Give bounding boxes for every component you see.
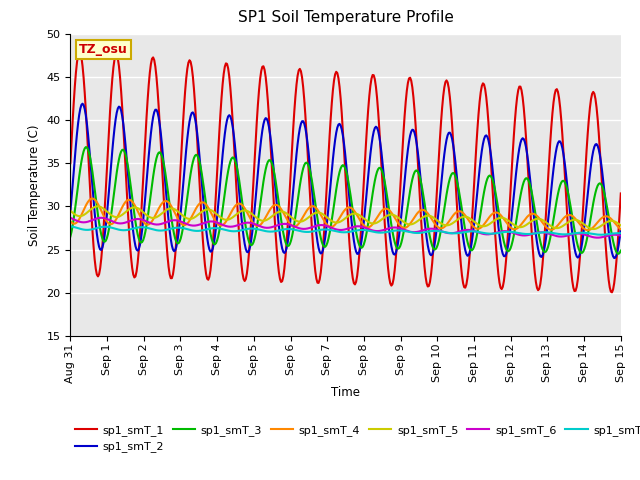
sp1_smT_3 — [396, 245, 403, 251]
sp1_smT_2 — [365, 161, 373, 167]
sp1_smT_7 — [617, 230, 625, 236]
Line: sp1_smT_2: sp1_smT_2 — [70, 104, 621, 258]
sp1_smT_7 — [328, 228, 335, 233]
sp1_smT_2 — [67, 209, 74, 215]
sp1_smT_7 — [364, 228, 372, 233]
Line: sp1_smT_5: sp1_smT_5 — [70, 206, 621, 229]
sp1_smT_5 — [589, 226, 597, 232]
sp1_smT_2 — [79, 101, 86, 107]
sp1_smT_2 — [519, 135, 527, 141]
sp1_smT_7 — [597, 232, 605, 238]
sp1_smT_4 — [329, 224, 337, 229]
sp1_smT_7 — [605, 231, 612, 237]
sp1_smT_6 — [606, 232, 614, 238]
sp1_smT_3 — [365, 213, 373, 219]
sp1_smT_7 — [394, 228, 402, 233]
sp1_smT_7 — [67, 224, 74, 229]
sp1_smT_1 — [519, 95, 527, 100]
sp1_smT_5 — [94, 204, 102, 209]
sp1_smT_3 — [605, 214, 612, 219]
sp1_smT_6 — [329, 226, 337, 231]
sp1_smT_6 — [332, 227, 340, 232]
Line: sp1_smT_1: sp1_smT_1 — [70, 52, 621, 292]
sp1_smT_4 — [332, 220, 340, 226]
sp1_smT_4 — [365, 224, 373, 230]
sp1_smT_2 — [611, 255, 618, 261]
sp1_smT_3 — [332, 187, 340, 192]
sp1_smT_6 — [594, 235, 602, 240]
sp1_smT_5 — [332, 220, 340, 226]
sp1_smT_4 — [606, 215, 614, 221]
sp1_smT_3 — [67, 234, 74, 240]
sp1_smT_1 — [396, 206, 403, 212]
sp1_smT_6 — [519, 232, 527, 238]
Title: SP1 Soil Temperature Profile: SP1 Soil Temperature Profile — [237, 11, 454, 25]
sp1_smT_7 — [332, 228, 339, 234]
sp1_smT_3 — [615, 251, 623, 257]
sp1_smT_4 — [584, 228, 591, 233]
sp1_smT_1 — [329, 87, 337, 93]
sp1_smT_6 — [67, 215, 74, 221]
sp1_smT_1 — [67, 160, 74, 166]
sp1_smT_3 — [329, 210, 337, 216]
sp1_smT_1 — [608, 289, 616, 295]
sp1_smT_3 — [519, 183, 527, 189]
Line: sp1_smT_3: sp1_smT_3 — [70, 147, 621, 254]
sp1_smT_2 — [396, 233, 403, 239]
sp1_smT_5 — [365, 219, 373, 225]
sp1_smT_5 — [617, 223, 625, 228]
sp1_smT_2 — [605, 229, 612, 235]
sp1_smT_1 — [365, 93, 373, 99]
sp1_smT_2 — [329, 156, 337, 162]
sp1_smT_4 — [519, 220, 527, 226]
sp1_smT_2 — [332, 130, 340, 136]
sp1_smT_4 — [67, 218, 74, 224]
Line: sp1_smT_7: sp1_smT_7 — [70, 227, 621, 235]
sp1_smT_1 — [617, 191, 625, 196]
sp1_smT_3 — [617, 248, 625, 253]
X-axis label: Time: Time — [331, 386, 360, 399]
sp1_smT_6 — [617, 233, 625, 239]
sp1_smT_5 — [519, 224, 527, 229]
sp1_smT_2 — [617, 226, 625, 232]
sp1_smT_5 — [396, 216, 403, 221]
sp1_smT_5 — [67, 208, 74, 214]
sp1_smT_4 — [617, 227, 625, 232]
Legend: sp1_smT_1, sp1_smT_2, sp1_smT_3, sp1_smT_4, sp1_smT_5, sp1_smT_6, sp1_smT_7: sp1_smT_1, sp1_smT_2, sp1_smT_3, sp1_smT… — [70, 420, 640, 457]
sp1_smT_4 — [88, 196, 96, 202]
Line: sp1_smT_6: sp1_smT_6 — [70, 218, 621, 238]
sp1_smT_7 — [518, 231, 525, 237]
sp1_smT_4 — [396, 221, 403, 227]
Line: sp1_smT_4: sp1_smT_4 — [70, 199, 621, 230]
sp1_smT_1 — [332, 69, 340, 75]
sp1_smT_5 — [606, 218, 614, 224]
sp1_smT_5 — [329, 219, 337, 225]
Y-axis label: Soil Temperature (C): Soil Temperature (C) — [28, 124, 41, 246]
sp1_smT_3 — [82, 144, 90, 150]
sp1_smT_1 — [76, 49, 83, 55]
Text: TZ_osu: TZ_osu — [79, 43, 127, 56]
sp1_smT_6 — [97, 215, 105, 221]
sp1_smT_1 — [605, 277, 612, 283]
sp1_smT_6 — [396, 225, 403, 231]
sp1_smT_6 — [365, 227, 373, 232]
